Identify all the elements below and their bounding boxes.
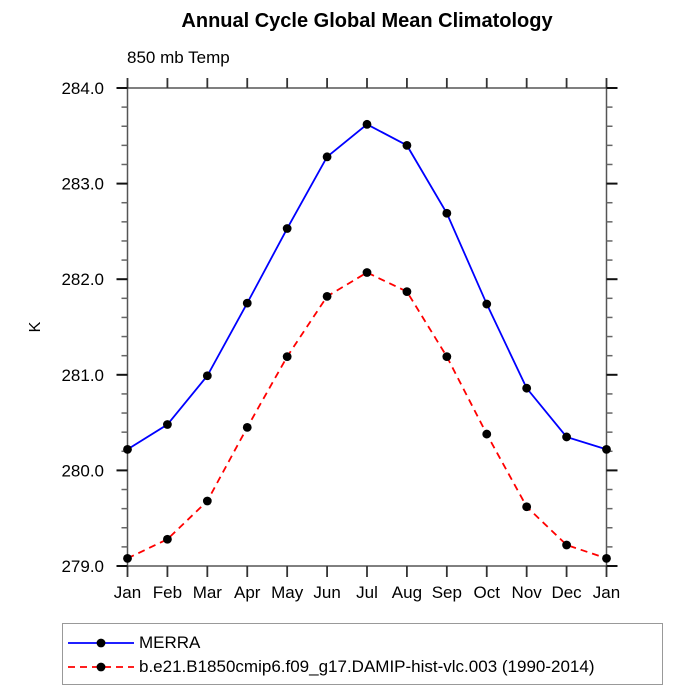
data-point-marker [322,152,332,162]
data-point-marker [202,496,212,506]
legend-dashed-line-icon [68,662,134,672]
data-point-marker [242,422,252,432]
chart-subtitle: 850 mb Temp [127,48,230,67]
svg-text:282.0: 282.0 [61,270,104,289]
data-point-marker [522,383,532,393]
svg-text:281.0: 281.0 [61,366,104,385]
legend-item-merra: MERRA [63,631,662,655]
x-tick-labels: Jan Feb Mar Apr May Jun Jul Aug Sep Oct Nov Dec Jan [114,583,620,602]
svg-text:Apr: Apr [234,583,261,602]
legend-solid-line-icon [68,638,134,648]
data-point-marker [402,140,412,150]
data-point-marker [522,502,532,512]
data-point-marker [602,444,611,454]
data-point-marker [242,298,252,308]
data-point-marker [322,292,332,301]
data-point-marker [163,420,172,429]
svg-text:May: May [271,583,304,602]
svg-text:Dec: Dec [551,583,582,602]
svg-text:Aug: Aug [392,583,422,602]
data-point-marker [482,299,492,309]
svg-text:Jan: Jan [593,583,620,602]
data-point-marker [163,534,172,544]
data-point-marker [562,432,571,442]
svg-text:Jan: Jan [114,583,141,602]
y-tick-labels: 279.0 280.0 281.0 282.0 283.0 284.0 [61,79,104,576]
data-point-marker [602,553,611,563]
legend-item-model: b.e21.B1850cmip6.f09_g17.DAMIP-hist-vlc.… [63,655,662,679]
data-point-marker [123,444,132,454]
svg-text:Jul: Jul [356,583,378,602]
data-point-marker [362,268,372,277]
svg-text:Feb: Feb [153,583,182,602]
data-point-marker [402,287,412,297]
svg-text:280.0: 280.0 [61,461,104,480]
series-0-markers [123,119,611,454]
data-point-marker [362,119,372,129]
data-point-marker [282,352,292,362]
series-0-line [127,123,607,451]
svg-text:279.0: 279.0 [61,557,104,576]
legend: MERRA b.e21.B1850cmip6.f09_g17.DAMIP-his… [62,623,663,685]
legend-label-model: b.e21.B1850cmip6.f09_g17.DAMIP-hist-vlc.… [139,657,595,676]
svg-text:Nov: Nov [512,583,543,602]
plot-area: 279.0 280.0 281.0 282.0 283.0 284.0 Jan Feb Mar A… [61,78,620,602]
data-point-marker [282,224,292,233]
svg-text:284.0: 284.0 [61,79,104,98]
data-point-marker [482,429,492,439]
plot-box [126,87,608,567]
svg-text:283.0: 283.0 [61,175,104,194]
chart-title: Annual Cycle Global Mean Climatology [181,10,553,32]
data-point-marker [123,553,132,563]
data-point-marker [562,540,571,550]
svg-text:Sep: Sep [432,583,462,602]
series-1-line [127,271,607,560]
data-point-marker [442,208,452,218]
svg-text:Mar: Mar [193,583,223,602]
y-axis-ticks [116,87,618,567]
svg-text:Oct: Oct [474,583,501,602]
series-1-markers [123,268,611,563]
x-axis-ticks [126,78,608,577]
data-point-marker [442,352,452,362]
data-point-marker [202,371,212,381]
svg-text:Jun: Jun [313,583,340,602]
legend-label-merra: MERRA [139,633,201,652]
